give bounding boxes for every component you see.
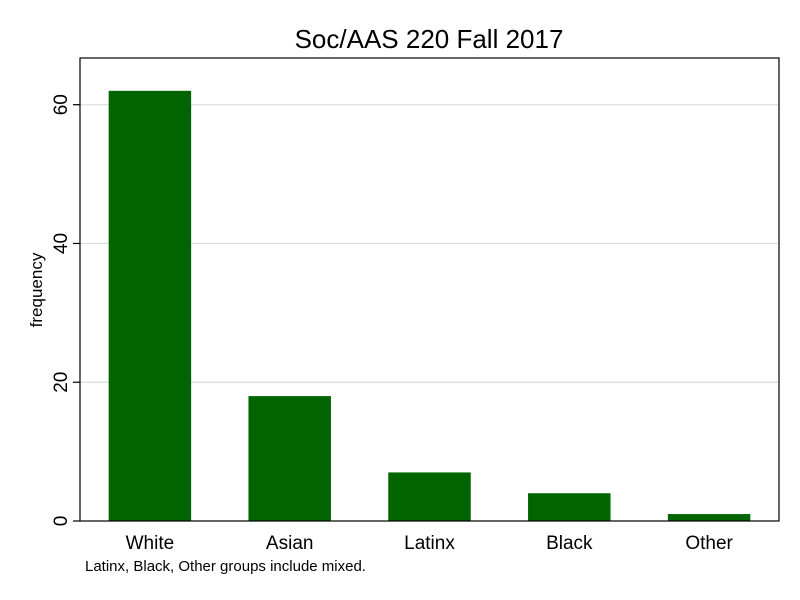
gridlines <box>80 104 779 383</box>
y-axis-ticks: 0 20 40 60 <box>51 94 80 526</box>
y-tick-label: 20 <box>51 372 72 393</box>
x-tick-label: Asian <box>266 533 314 554</box>
bar-other <box>667 514 751 521</box>
x-tick-label: Black <box>546 533 593 554</box>
chart-title: Soc/AAS 220 Fall 2017 <box>295 24 564 54</box>
bar-latinx <box>388 472 471 521</box>
y-tick-label: 60 <box>51 94 72 115</box>
bar-black <box>528 493 611 521</box>
bar-asian <box>248 396 331 521</box>
bars <box>108 90 751 522</box>
bar-white <box>108 90 192 522</box>
x-tick-label: Other <box>685 533 733 554</box>
x-axis-labels: White Asian Latinx Black Other <box>126 533 734 554</box>
chart-note: Latinx, Black, Other groups include mixe… <box>85 558 366 575</box>
y-tick-label: 0 <box>51 516 72 527</box>
x-tick-label: Latinx <box>404 533 455 554</box>
x-tick-label: White <box>126 533 175 554</box>
y-axis-label: frequency <box>27 252 46 327</box>
y-tick-label: 40 <box>51 233 72 254</box>
plot-frame <box>79 57 780 522</box>
